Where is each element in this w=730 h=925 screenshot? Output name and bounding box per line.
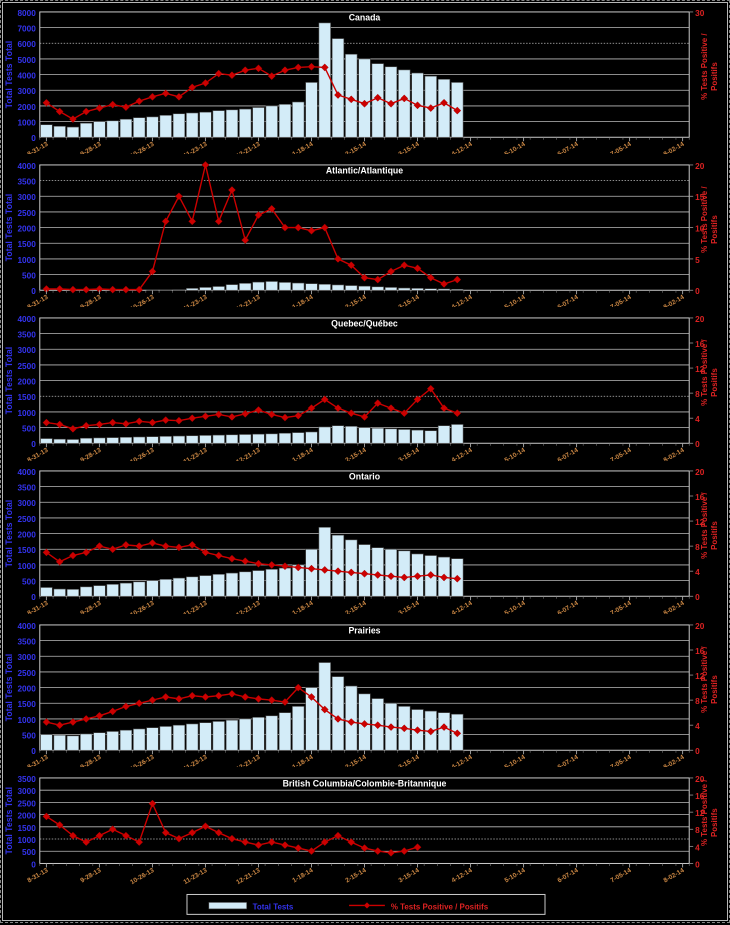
svg-text:1000: 1000 [17, 409, 36, 418]
svg-text:0: 0 [31, 860, 36, 869]
svg-text:8000: 8000 [17, 9, 36, 18]
svg-text:3000: 3000 [17, 787, 36, 796]
svg-text:6000: 6000 [17, 40, 36, 49]
svg-text:Positifs: Positifs [710, 215, 719, 244]
svg-text:4: 4 [695, 569, 700, 578]
svg-text:3000: 3000 [17, 193, 36, 202]
svg-text:2500: 2500 [17, 362, 36, 371]
svg-text:500: 500 [22, 425, 36, 434]
svg-text:0: 0 [31, 134, 36, 143]
svg-text:4000: 4000 [17, 468, 36, 477]
svg-text:1500: 1500 [17, 240, 36, 249]
svg-text:1000: 1000 [17, 836, 36, 845]
svg-text:4: 4 [695, 722, 700, 731]
svg-text:4000: 4000 [17, 72, 36, 81]
svg-text:0: 0 [31, 441, 36, 450]
svg-text:1000: 1000 [17, 119, 36, 128]
svg-text:2500: 2500 [17, 799, 36, 808]
svg-text:Prairies: Prairies [348, 625, 380, 635]
svg-text:1500: 1500 [17, 547, 36, 556]
svg-text:2000: 2000 [17, 684, 36, 693]
svg-text:2500: 2500 [17, 669, 36, 678]
svg-text:1000: 1000 [17, 716, 36, 725]
svg-text:3500: 3500 [17, 331, 36, 340]
svg-text:3000: 3000 [17, 87, 36, 96]
svg-text:2500: 2500 [17, 515, 36, 524]
svg-text:Total Tests Total: Total Tests Total [4, 787, 14, 855]
svg-text:5: 5 [695, 256, 700, 265]
svg-text:0: 0 [31, 594, 36, 603]
svg-text:% Tests Positive /: % Tests Positive / [700, 339, 709, 406]
svg-text:500: 500 [22, 848, 36, 857]
svg-text:3500: 3500 [17, 484, 36, 493]
svg-text:3000: 3000 [17, 347, 36, 356]
svg-text:7000: 7000 [17, 25, 36, 34]
svg-text:2000: 2000 [17, 225, 36, 234]
svg-text:1000: 1000 [17, 256, 36, 265]
svg-text:3500: 3500 [17, 637, 36, 646]
svg-text:% Tests Positive /: % Tests Positive / [700, 186, 709, 253]
svg-text:Positifs: Positifs [710, 62, 719, 91]
svg-text:Total Tests Total: Total Tests Total [4, 653, 14, 721]
svg-text:1500: 1500 [17, 700, 36, 709]
svg-text:4000: 4000 [17, 162, 36, 171]
svg-text:20: 20 [695, 622, 705, 631]
svg-text:500: 500 [22, 731, 36, 740]
svg-text:Total Tests Total: Total Tests Total [4, 194, 14, 262]
svg-text:0: 0 [31, 287, 36, 296]
svg-text:Quebec/Québec: Quebec/Québec [331, 319, 398, 329]
svg-text:20: 20 [695, 468, 705, 477]
svg-text:2000: 2000 [17, 103, 36, 112]
svg-text:4000: 4000 [17, 315, 36, 324]
svg-text:Canada: Canada [349, 12, 381, 22]
svg-text:% Tests Positive /: % Tests Positive / [700, 779, 709, 846]
svg-text:% Tests Positive / Positifs: % Tests Positive / Positifs [391, 902, 489, 911]
svg-text:Total Tests Total: Total Tests Total [4, 347, 14, 415]
svg-text:Total Tests Total: Total Tests Total [4, 41, 14, 109]
svg-text:4: 4 [695, 415, 700, 424]
svg-text:2500: 2500 [17, 209, 36, 218]
svg-text:Ontario: Ontario [349, 472, 380, 482]
svg-text:British Columbia/Colombie-Brit: British Columbia/Colombie-Britannique [283, 778, 447, 788]
svg-text:0: 0 [695, 594, 700, 603]
svg-text:Positifs: Positifs [710, 808, 719, 837]
svg-text:30: 30 [695, 9, 705, 18]
svg-text:% Tests Positive /: % Tests Positive / [700, 645, 709, 712]
svg-text:1000: 1000 [17, 562, 36, 571]
svg-text:4000: 4000 [17, 622, 36, 631]
svg-text:3000: 3000 [17, 653, 36, 662]
svg-text:0: 0 [695, 747, 700, 756]
svg-text:3000: 3000 [17, 500, 36, 509]
svg-text:0: 0 [695, 441, 700, 450]
svg-text:2000: 2000 [17, 378, 36, 387]
svg-text:% Tests Positive /: % Tests Positive / [700, 492, 709, 559]
svg-text:2000: 2000 [17, 811, 36, 820]
svg-text:Positifs: Positifs [710, 368, 719, 397]
svg-text:Positifs: Positifs [710, 674, 719, 703]
svg-text:5000: 5000 [17, 56, 36, 65]
svg-text:500: 500 [22, 578, 36, 587]
svg-text:Total Tests: Total Tests [253, 902, 294, 911]
svg-text:20: 20 [695, 315, 705, 324]
svg-text:20: 20 [695, 162, 705, 171]
svg-text:Positifs: Positifs [710, 521, 719, 550]
svg-text:Total Tests Total: Total Tests Total [4, 500, 14, 568]
svg-text:3500: 3500 [17, 178, 36, 187]
svg-text:500: 500 [22, 272, 36, 281]
svg-text:0: 0 [695, 860, 700, 869]
svg-text:% Tests Positive /: % Tests Positive / [700, 33, 709, 100]
svg-text:2000: 2000 [17, 531, 36, 540]
svg-text:3500: 3500 [17, 775, 36, 784]
svg-text:0: 0 [31, 747, 36, 756]
svg-text:1500: 1500 [17, 394, 36, 403]
svg-text:0: 0 [695, 287, 700, 296]
svg-text:1500: 1500 [17, 824, 36, 833]
svg-text:Atlantic/Atlantique: Atlantic/Atlantique [326, 166, 403, 176]
